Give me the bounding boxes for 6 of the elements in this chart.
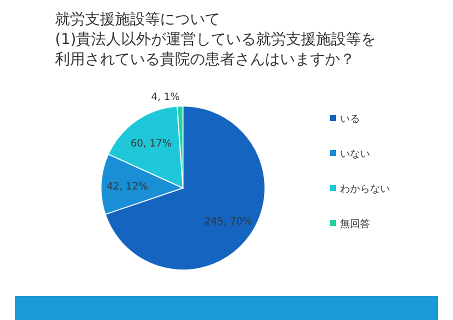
legend: わからない [340, 184, 390, 195]
legend: いる [340, 114, 360, 125]
legend: いない [340, 149, 370, 160]
subtitle: (1)貴法人以外が運営している就労支援施設等を利用されている貴院の患者さんはいますか？ [55, 30, 376, 68]
legend: 無回答 [340, 219, 370, 230]
title: 就労支援施設等について [55, 10, 220, 28]
